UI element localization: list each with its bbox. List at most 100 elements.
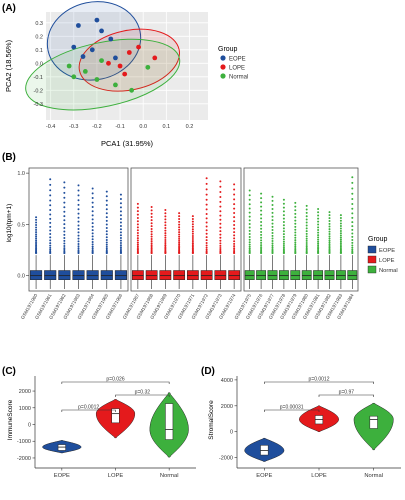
boxplot-outlier bbox=[294, 236, 297, 239]
boxplot-outlier bbox=[305, 224, 308, 227]
boxplot-outlier bbox=[35, 226, 38, 229]
boxplot-outlier bbox=[150, 230, 153, 233]
boxplot-outlier bbox=[271, 219, 274, 222]
pca-ellipses bbox=[25, 1, 181, 111]
pca-y-tick-label: -0.3 bbox=[34, 102, 43, 108]
boxplot-outlier bbox=[260, 239, 263, 242]
boxplot-outlier bbox=[178, 246, 181, 249]
violin-y-tick-label: 0 bbox=[28, 423, 31, 429]
boxplot-outlier bbox=[136, 206, 139, 209]
boxplot-outlier bbox=[164, 229, 167, 232]
boxplot-outlier bbox=[271, 195, 274, 198]
boxplot-outlier bbox=[136, 210, 139, 213]
boxplot-outlier bbox=[119, 228, 122, 231]
violin-box-eope bbox=[57, 444, 66, 451]
boxplot-outlier bbox=[317, 246, 320, 249]
boxplot-outlier bbox=[294, 239, 297, 242]
boxplot-outlier bbox=[178, 245, 181, 248]
boxplot-outlier bbox=[191, 225, 194, 228]
boxplot-outlier bbox=[282, 224, 285, 227]
boxplot-outlier bbox=[271, 222, 274, 225]
boxplot-outlier bbox=[339, 236, 342, 239]
boxplot-outlier bbox=[49, 233, 52, 236]
boxplot-outlier bbox=[35, 244, 38, 247]
violin-y-tick-label: -1000 bbox=[17, 439, 31, 445]
boxplot-outlier bbox=[271, 208, 274, 211]
boxplot-box bbox=[72, 270, 85, 280]
boxplot-outlier bbox=[351, 228, 354, 231]
boxplot-outlier bbox=[191, 242, 194, 245]
boxplot-outlier bbox=[219, 210, 222, 213]
boxplot-outlier bbox=[77, 194, 80, 197]
boxplot-outlier bbox=[317, 211, 320, 214]
boxplot-outlier bbox=[305, 218, 308, 221]
boxplot-outlier bbox=[49, 213, 52, 216]
boxplot-outlier bbox=[150, 235, 153, 238]
boxplot-outlier bbox=[260, 197, 263, 200]
boxplot-outlier bbox=[49, 250, 52, 253]
boxplot-outlier bbox=[178, 228, 181, 231]
boxplot-outlier bbox=[105, 223, 108, 226]
boxplot-outlier bbox=[294, 201, 297, 204]
boxplot-outlier bbox=[150, 227, 153, 230]
pca-point-normal bbox=[66, 63, 72, 69]
boxplot-outlier bbox=[260, 221, 263, 224]
boxplot-outlier bbox=[317, 238, 320, 241]
boxplot-outlier bbox=[119, 249, 122, 252]
boxplot-outlier bbox=[49, 221, 52, 224]
boxplot-outlier bbox=[282, 238, 285, 241]
boxplot-outlier bbox=[339, 216, 342, 219]
boxplot-outlier bbox=[63, 250, 66, 253]
pca-y-axis-label: PCA2 (18.56%) bbox=[4, 39, 13, 92]
violin-comparison-bracket bbox=[264, 409, 320, 412]
boxplot-outlier bbox=[305, 242, 308, 245]
boxplot-outlier bbox=[77, 247, 80, 250]
pca-point-eope bbox=[113, 55, 118, 61]
pca-point-eope bbox=[94, 17, 100, 23]
boxplot-outlier bbox=[328, 220, 331, 223]
boxplot-outlier bbox=[63, 191, 66, 194]
boxplot-box bbox=[278, 270, 289, 280]
boxplot-outlier bbox=[271, 232, 274, 235]
boxplot-outlier bbox=[119, 193, 122, 196]
boxplot-y-tick-label: 0.0 bbox=[17, 274, 25, 280]
boxplot-outlier bbox=[178, 237, 181, 240]
boxplot-outlier bbox=[205, 250, 208, 253]
panel-label-a: (A) bbox=[2, 3, 16, 14]
boxplot-outlier bbox=[77, 242, 80, 245]
boxplot-outlier bbox=[219, 196, 222, 199]
boxplot-outlier bbox=[77, 249, 80, 252]
violin-y-tick-label: -2000 bbox=[17, 456, 31, 462]
violin-y-tick-label: -2000 bbox=[219, 456, 233, 462]
boxplot-outlier bbox=[271, 248, 274, 251]
boxplot-outlier bbox=[219, 180, 222, 183]
boxplot-outlier bbox=[248, 235, 251, 238]
boxplot-outlier bbox=[105, 199, 108, 202]
boxplot-outlier bbox=[91, 210, 94, 213]
boxplot-box bbox=[173, 270, 186, 280]
boxplot-outlier bbox=[150, 209, 153, 212]
boxplot-legend-label-normal: Normal bbox=[379, 268, 398, 274]
boxplot-outlier bbox=[150, 222, 153, 225]
stromal-score-panel: 4000 2000 0 -2000 EOPE LOPE Normal p=0.00031 p=0… bbox=[208, 376, 401, 479]
boxplot-outlier bbox=[91, 197, 94, 200]
boxplot-outlier bbox=[77, 237, 80, 240]
boxplot-outlier bbox=[105, 204, 108, 207]
boxplot-outlier bbox=[305, 232, 308, 235]
boxplot-outlier bbox=[339, 242, 342, 245]
boxplot-outlier bbox=[317, 247, 320, 250]
violin-y-tick-label: 0 bbox=[230, 430, 233, 436]
boxplot-outlier bbox=[339, 238, 342, 241]
boxplot-box bbox=[256, 270, 267, 280]
boxplot-outlier bbox=[63, 210, 66, 213]
boxplot-outlier bbox=[339, 222, 342, 225]
boxplot-outlier bbox=[191, 244, 194, 247]
boxplot-outlier bbox=[150, 205, 153, 208]
boxplot-outlier bbox=[119, 237, 122, 240]
boxplot-outlier bbox=[260, 224, 263, 227]
boxplot-outlier bbox=[91, 247, 94, 250]
boxplot-outlier bbox=[63, 181, 66, 184]
boxplot-outlier bbox=[105, 190, 108, 193]
boxplot-legend-swatch-normal bbox=[367, 265, 377, 274]
boxplot-outlier bbox=[105, 216, 108, 219]
